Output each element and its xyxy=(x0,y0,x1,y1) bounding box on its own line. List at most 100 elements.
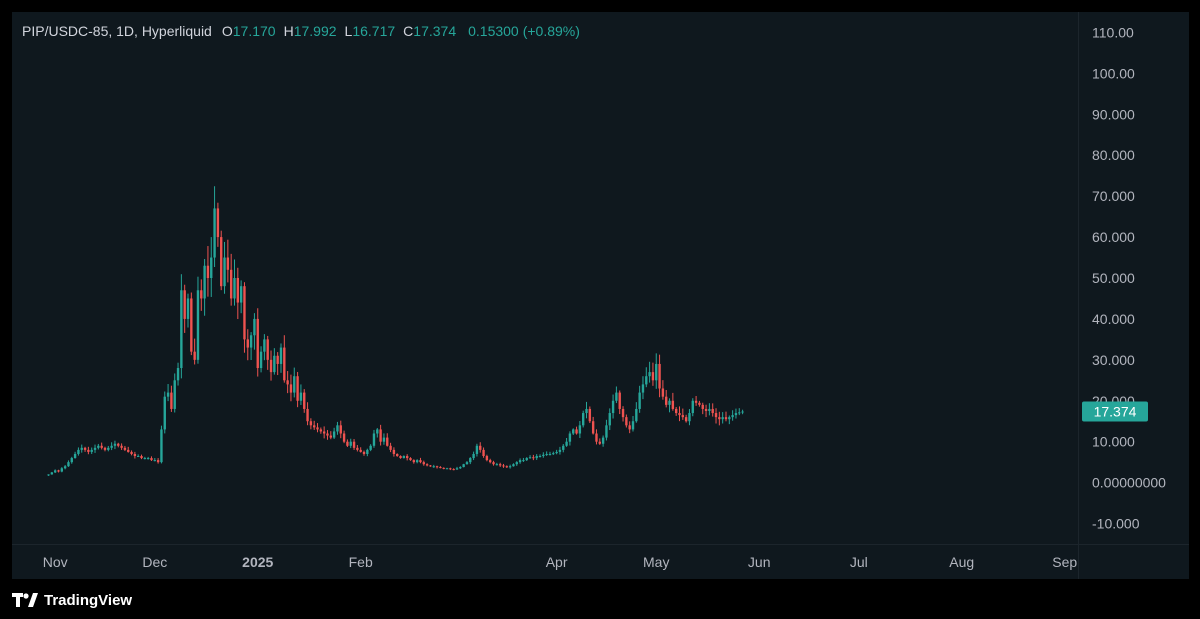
low-label: L xyxy=(344,23,353,39)
candle-body xyxy=(150,458,153,461)
candle-body xyxy=(492,462,495,465)
candle xyxy=(515,461,518,466)
candle-body xyxy=(558,449,562,452)
candle-body xyxy=(485,456,489,461)
candle xyxy=(665,390,668,408)
candle xyxy=(432,464,435,468)
candle xyxy=(352,439,356,450)
candle xyxy=(525,457,528,461)
candle xyxy=(243,282,246,353)
x-tick-label: Dec xyxy=(142,554,167,570)
candle xyxy=(293,367,296,398)
candle xyxy=(459,466,462,469)
candle xyxy=(548,451,552,456)
candle-body xyxy=(452,469,455,471)
candle xyxy=(392,447,396,457)
candle-body xyxy=(588,408,592,422)
plot-area[interactable] xyxy=(12,12,1078,544)
candle xyxy=(412,459,416,464)
candle xyxy=(605,419,608,441)
candle xyxy=(153,458,156,462)
candle-body xyxy=(369,445,372,450)
candle-body xyxy=(419,460,422,463)
candle-body xyxy=(635,408,638,422)
candle-body xyxy=(67,462,70,467)
candle xyxy=(220,230,223,291)
high-value: 17.992 xyxy=(293,23,337,39)
x-tick-label: Jul xyxy=(850,554,868,570)
candle-body xyxy=(508,466,512,468)
candle xyxy=(588,406,592,424)
candle xyxy=(163,391,166,434)
candle xyxy=(429,464,432,467)
symbol-title[interactable]: PIP/USDC-85, 1D, Hyperliquid xyxy=(22,23,212,39)
candle xyxy=(100,442,103,450)
candle xyxy=(226,239,230,283)
candle-body xyxy=(734,413,738,416)
candle xyxy=(127,446,130,453)
candle xyxy=(422,460,425,466)
candle-body xyxy=(518,460,522,463)
y-tick-label: -10.000 xyxy=(1092,516,1140,532)
y-tick-label: 40.000 xyxy=(1092,311,1135,327)
last-price-group: 17.374 xyxy=(1082,401,1148,422)
candle-body xyxy=(648,372,651,377)
candle xyxy=(518,458,522,464)
candle-body xyxy=(585,408,588,414)
candle xyxy=(641,376,645,400)
candle xyxy=(193,338,196,365)
candle-body xyxy=(535,456,538,459)
candle xyxy=(555,449,558,455)
candle xyxy=(678,406,681,422)
x-tick-label: 2025 xyxy=(242,554,273,570)
candle xyxy=(107,445,110,452)
candle xyxy=(73,451,77,459)
candle-body xyxy=(342,433,346,442)
candle-body xyxy=(319,429,323,432)
candle xyxy=(336,421,339,435)
last-price-badge xyxy=(1082,401,1148,422)
candle xyxy=(425,463,429,467)
candle xyxy=(306,402,309,426)
symbol-legend[interactable]: PIP/USDC-85, 1D, Hyperliquid O 17.170 H … xyxy=(22,22,580,40)
candle xyxy=(322,426,326,439)
candle-body xyxy=(462,464,465,468)
candle xyxy=(372,429,376,448)
candle-body xyxy=(678,413,681,416)
candle-body xyxy=(528,457,532,459)
candle-body xyxy=(50,472,54,475)
candle xyxy=(160,425,163,464)
candle-body xyxy=(402,456,406,459)
candle-body xyxy=(366,449,369,454)
candle xyxy=(668,398,671,413)
candle-body xyxy=(581,413,585,426)
candle xyxy=(442,467,445,470)
candle xyxy=(286,371,289,394)
time-axis[interactable] xyxy=(12,544,1078,579)
candle-body xyxy=(671,400,675,409)
candle xyxy=(173,373,176,413)
candle-body xyxy=(146,458,150,460)
tradingview-branding[interactable]: TradingView xyxy=(12,589,132,611)
price-axis[interactable] xyxy=(1078,12,1189,544)
candle xyxy=(233,259,236,306)
candle-body xyxy=(326,433,329,436)
candle xyxy=(691,398,694,417)
candle-body xyxy=(532,457,535,459)
candle xyxy=(236,267,240,320)
candle-body xyxy=(143,458,147,460)
candle-body xyxy=(80,447,83,450)
candle xyxy=(538,454,542,458)
candle-body xyxy=(349,441,352,446)
candle xyxy=(296,371,299,408)
candle xyxy=(601,435,605,447)
candle-body xyxy=(482,449,485,457)
candle-body xyxy=(276,355,279,364)
candle xyxy=(708,403,711,416)
candle xyxy=(661,380,665,400)
candle xyxy=(449,467,452,471)
candle-body xyxy=(489,460,492,463)
candle-body xyxy=(704,408,708,411)
candle xyxy=(552,451,555,455)
candle xyxy=(615,386,618,404)
